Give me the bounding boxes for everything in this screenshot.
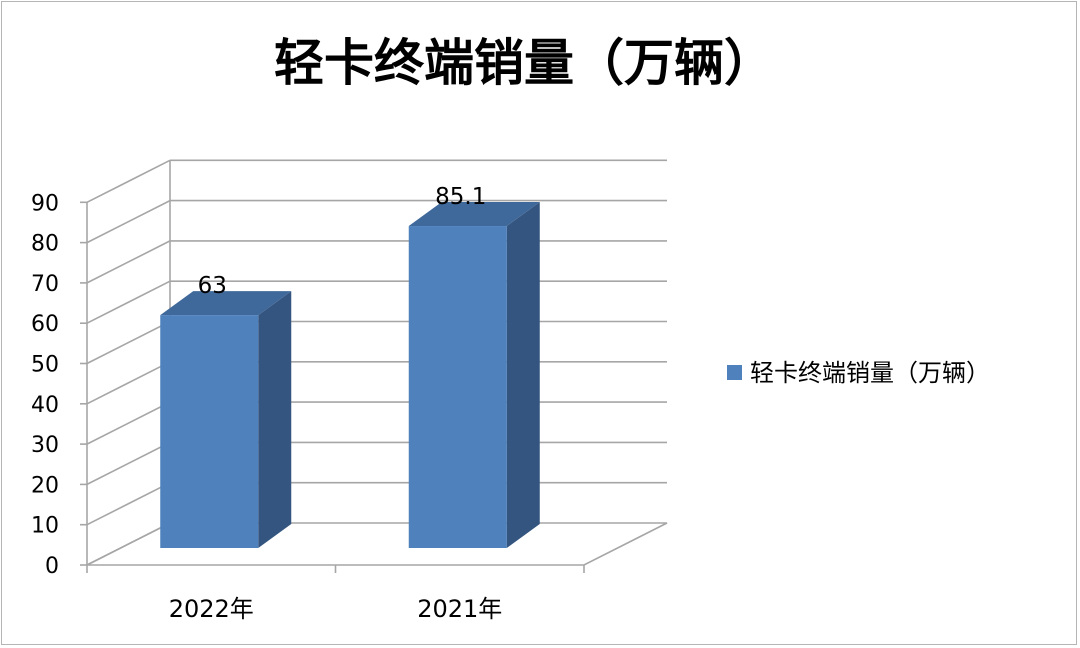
wall-gridline: [86, 401, 171, 445]
y-tick-label: 30: [31, 433, 59, 458]
bar-top: [408, 202, 540, 227]
wall-gridline: [86, 199, 171, 244]
y-tick-label: 50: [31, 353, 59, 378]
y-tick-label: 80: [31, 232, 59, 257]
bar-side: [258, 291, 292, 548]
y-tick-label: 70: [31, 272, 59, 297]
legend-swatch: [727, 365, 742, 380]
x-category-label: 2022年: [169, 595, 254, 623]
bar: [408, 202, 540, 548]
wall-gridline: [86, 280, 171, 324]
floor: [86, 522, 668, 566]
data-label: 63: [198, 273, 227, 299]
bar-side: [506, 202, 540, 548]
bar-front: [160, 315, 259, 548]
bars-layer: [160, 202, 540, 548]
legend-label: 轻卡终端销量（万辆）: [750, 359, 990, 387]
legend: 轻卡终端销量（万辆）: [727, 359, 990, 387]
y-tick-label: 20: [31, 473, 59, 498]
wall-gridline: [86, 481, 171, 526]
y-tick-label: 40: [31, 393, 59, 418]
y-tick-label: 0: [45, 554, 59, 579]
x-category-label: 2021年: [417, 595, 502, 623]
bar-front: [408, 226, 507, 548]
bar: [160, 291, 292, 548]
chart-title: 轻卡终端销量（万辆）: [274, 34, 774, 92]
axis-layer: 0 10 20 30 40 50 60 70 80 90 2022年 2021年: [31, 191, 585, 623]
wall-gridline: [86, 320, 171, 365]
y-tick-label: 10: [31, 514, 59, 539]
bar-top: [160, 291, 292, 316]
labels-layer: 63 85.1: [198, 184, 487, 299]
data-label: 85.1: [435, 184, 486, 210]
wall-gridline: [86, 441, 171, 486]
y-tick-label: 90: [31, 191, 59, 216]
y-tick-label: 60: [31, 312, 59, 337]
wall-gridline: [86, 240, 171, 284]
wall-gridline: [86, 159, 171, 204]
wall-gridline: [86, 361, 171, 405]
